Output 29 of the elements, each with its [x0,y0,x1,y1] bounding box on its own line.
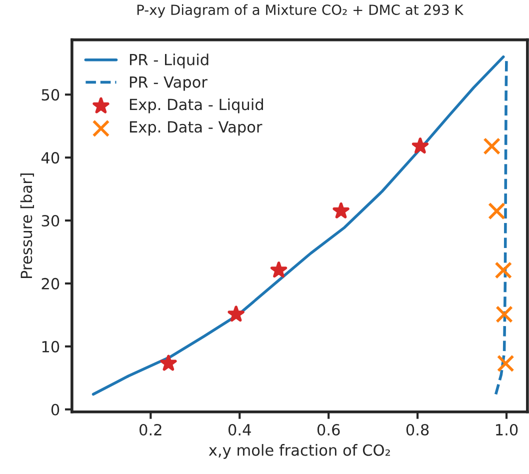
point [270,262,288,278]
legend-label: Exp. Data - Vapor [130,121,262,136]
point [412,138,429,154]
y-tick-label: 20 [42,278,60,290]
x-axis-title: x,y mole fraction of CO₂ [208,444,390,459]
x-tick-label: 0.4 [228,424,251,436]
point [488,202,506,220]
legend-label: PR - Liquid [130,54,208,68]
point [494,262,512,279]
point [483,138,501,155]
point [496,306,513,323]
chart-title: P-xy Diagram of a Mixture CO₂ + DMC at 293 K [137,4,464,18]
point [496,354,514,372]
y-tick-label: 10 [42,340,60,352]
x-tick-label: 0.2 [140,424,162,436]
x-tick-label: 1.0 [496,424,518,436]
y-tick-label: 30 [42,214,60,227]
legend-label: Exp. Data - Liquid [130,98,263,114]
legend-label: PR - Vapor [130,76,208,91]
point [228,306,244,322]
x-tick-label: 0.6 [317,424,340,436]
point [332,202,350,218]
y-tick-label: 50 [42,89,60,101]
point [160,354,177,371]
y-tick-label: 0 [51,404,60,416]
y-tick-label: 40 [41,152,60,164]
y-axis-title: Pressure [bar] [20,174,34,278]
line-series [92,55,505,396]
x-tick-label: 0.8 [406,424,429,436]
